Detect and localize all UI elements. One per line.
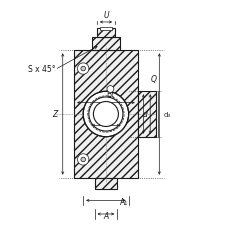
Circle shape	[77, 64, 88, 75]
Text: B₁: B₁	[106, 90, 114, 99]
Bar	[96, 29, 114, 38]
Text: A₂: A₂	[101, 113, 110, 123]
Text: Z: Z	[52, 110, 57, 119]
Circle shape	[81, 67, 85, 71]
Bar	[74, 51, 137, 178]
Text: S x 45°: S x 45°	[28, 65, 56, 74]
Circle shape	[83, 92, 128, 137]
Text: d: d	[142, 110, 147, 119]
Text: d₃: d₃	[163, 112, 170, 117]
Bar	[94, 178, 117, 189]
Text: A₁: A₁	[120, 197, 128, 206]
Bar	[100, 27, 111, 31]
Circle shape	[93, 102, 118, 127]
Text: A: A	[103, 211, 108, 220]
Circle shape	[81, 158, 85, 162]
Circle shape	[77, 154, 88, 165]
Bar	[92, 38, 119, 51]
Text: Q: Q	[150, 75, 156, 84]
Bar	[137, 92, 155, 137]
Circle shape	[106, 86, 113, 93]
Text: U: U	[103, 11, 108, 19]
